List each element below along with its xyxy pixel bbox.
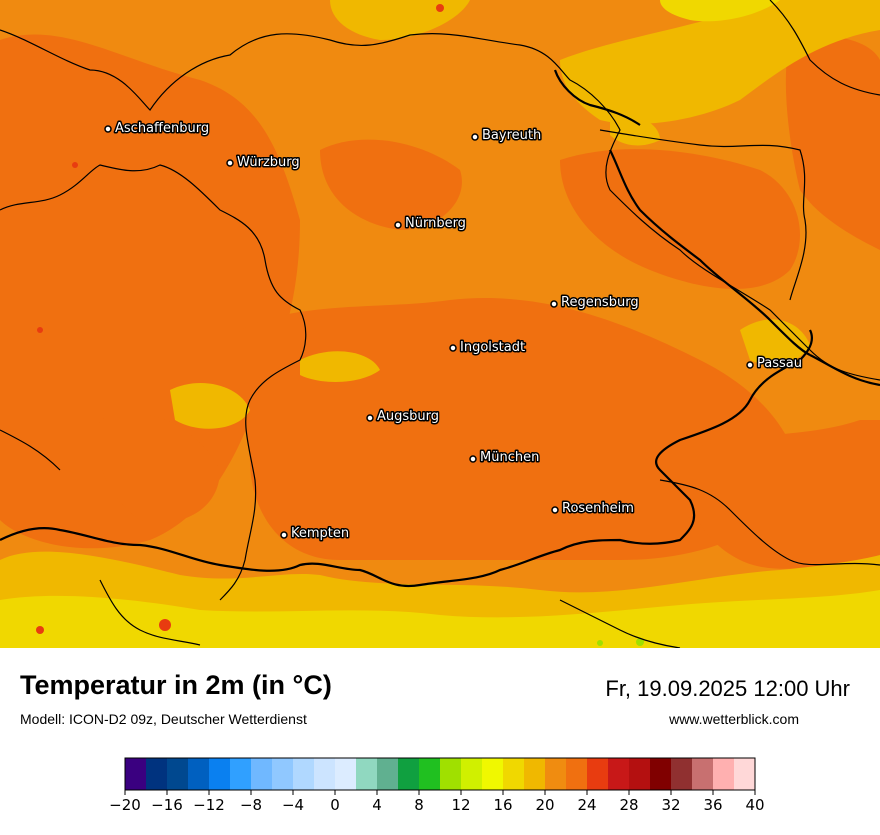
tick-label: 40 [745,796,764,814]
color-swatch [251,758,273,790]
city-label-rosenheim: Rosenheim [562,501,634,516]
hot-spots [36,4,444,634]
city-label-passau: Passau [757,356,802,371]
tick-label: 20 [535,796,554,814]
city-label-wuerzburg: Würzburg [237,155,300,170]
color-swatch [608,758,630,790]
color-swatch [377,758,399,790]
color-swatch [440,758,462,790]
color-scale-svg: −20 −16 −12 −8 −4 0 4 8 12 16 20 24 28 32 36 40 [109,757,765,814]
color-swatch [587,758,609,790]
color-scale-ticks: −20 −16 −12 −8 −4 0 4 8 12 16 20 24 28 32 36 40 [109,790,765,814]
color-swatch [335,758,357,790]
color-swatch [734,758,756,790]
tick-label: −20 [109,796,141,814]
website: www.wetterblick.com [669,711,799,727]
footer: Temperatur in 2m (in °C) Modell: ICON-D2… [0,648,880,830]
map-title: Temperatur in 2m (in °C) [20,670,332,700]
color-swatch [146,758,168,790]
city-label-augsburg: Augsburg [377,409,439,424]
city-label-ingolstadt: Ingolstadt [460,340,525,355]
tick-label: −12 [193,796,225,814]
color-scale-swatches [125,758,756,790]
city-marker [104,125,754,539]
tick-label: −4 [282,796,304,814]
city-labels: Aschaffenburg Würzburg Bayreuth Nürnberg… [114,120,804,543]
color-swatch [461,758,483,790]
tick-label: −16 [151,796,183,814]
color-swatch [713,758,735,790]
city-label-aschaffenburg: Aschaffenburg [115,121,209,136]
color-swatch [125,758,147,790]
cold-spots [597,638,644,646]
color-swatch [482,758,504,790]
tick-label: 28 [619,796,638,814]
tick-label: 32 [661,796,680,814]
color-swatch [398,758,420,790]
color-swatch [650,758,672,790]
tick-label: 16 [493,796,512,814]
tick-label: 12 [451,796,470,814]
temperature-map: Aschaffenburg Würzburg Bayreuth Nürnberg… [0,0,880,648]
cooler-zones [0,0,880,648]
color-swatch [524,758,546,790]
color-swatch [167,758,189,790]
tick-label: 4 [372,796,382,814]
color-swatch [419,758,441,790]
color-scale: −20 −16 −12 −8 −4 0 4 8 12 16 20 24 28 32 36 40 [0,756,880,830]
color-swatch [209,758,231,790]
color-scale-frame [124,757,756,791]
tick-label: 8 [414,796,424,814]
color-swatch [230,758,252,790]
color-swatch [293,758,315,790]
state-borders [0,0,880,648]
tick-label: 0 [330,796,340,814]
color-swatch [503,758,525,790]
color-swatch [314,758,336,790]
city-label-muenchen: München [480,450,539,465]
tick-label: −8 [240,796,262,814]
color-swatch [566,758,588,790]
model-info: Modell: ICON-D2 09z, Deutscher Wetterdie… [20,711,307,727]
tick-label: 36 [703,796,722,814]
city-label-bayreuth: Bayreuth [482,128,541,143]
color-swatch [629,758,651,790]
color-swatch [671,758,693,790]
color-swatch [356,758,378,790]
map-canvas: Aschaffenburg Würzburg Bayreuth Nürnberg… [0,0,880,648]
color-swatch [692,758,714,790]
color-swatch [188,758,210,790]
city-label-regensburg: Regensburg [561,295,639,310]
national-borders [0,69,880,588]
color-swatch [545,758,567,790]
tick-label: 24 [577,796,596,814]
valid-time: Fr, 19.09.2025 12:00 Uhr [605,676,850,701]
city-label-nuernberg: Nürnberg [405,216,466,231]
city-label-kempten: Kempten [291,526,349,541]
color-swatch [272,758,294,790]
